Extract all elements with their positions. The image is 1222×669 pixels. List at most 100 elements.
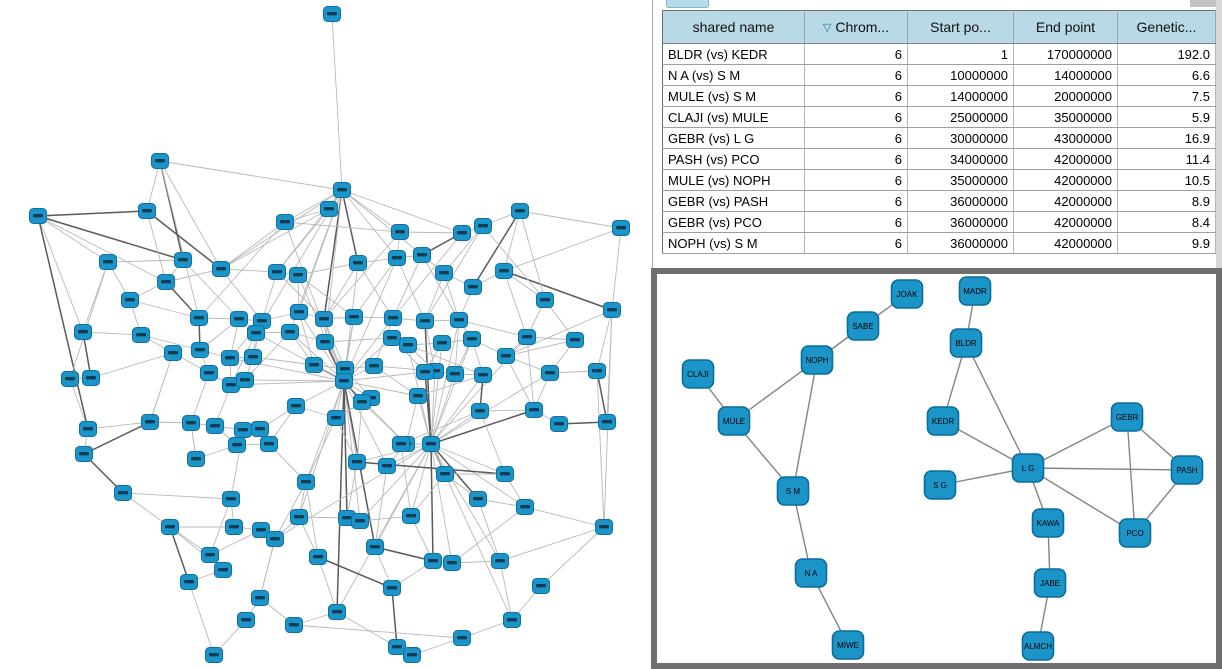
network-node[interactable] <box>228 437 246 453</box>
network-node[interactable] <box>603 302 621 318</box>
network-node[interactable] <box>497 348 515 364</box>
network-edge[interactable] <box>255 332 345 382</box>
network-node[interactable] <box>446 366 464 382</box>
network-node[interactable] <box>474 218 492 234</box>
network-node[interactable] <box>402 508 420 524</box>
table-row[interactable]: GEBR (vs) PCO 6 36000000 42000000 8.4 <box>662 211 1216 233</box>
table-row[interactable]: GEBR (vs) L G 6 30000000 43000000 16.9 <box>662 127 1216 149</box>
network-node[interactable] <box>251 421 269 437</box>
network-node[interactable] <box>190 310 208 326</box>
network-node[interactable] <box>132 327 150 343</box>
network-node[interactable]: ALMCH <box>1021 631 1055 661</box>
network-node[interactable] <box>333 182 351 198</box>
network-node[interactable] <box>403 647 421 663</box>
network-edge[interactable] <box>430 443 453 564</box>
network-node[interactable] <box>157 274 175 290</box>
network-node[interactable]: KEDR <box>926 406 960 436</box>
table-row[interactable]: N A (vs) S M 6 10000000 14000000 6.6 <box>662 64 1216 86</box>
network-node[interactable] <box>436 466 454 482</box>
network-node[interactable] <box>289 267 307 283</box>
network-edge[interactable] <box>323 189 343 320</box>
network-edge[interactable] <box>198 221 286 319</box>
network-node[interactable] <box>491 553 509 569</box>
network-edge[interactable] <box>37 215 109 263</box>
network-node[interactable] <box>138 203 156 219</box>
network-edge[interactable] <box>276 271 325 320</box>
network-node[interactable] <box>79 421 97 437</box>
network-edge[interactable] <box>341 189 398 259</box>
network-edge[interactable] <box>122 492 232 500</box>
network-edge[interactable] <box>965 342 1029 469</box>
network-node[interactable] <box>450 312 468 328</box>
network-edge[interactable] <box>305 417 337 483</box>
network-edge[interactable] <box>430 443 501 562</box>
vertical-scrollbar[interactable] <box>1216 0 1222 268</box>
network-edge[interactable] <box>392 254 423 319</box>
network-node[interactable] <box>541 365 559 381</box>
detail-network-canvas[interactable]: JOAK MADR SABE BLDR NOPH CLAJI MULE KEDR GEBR L G… <box>657 274 1216 663</box>
network-node[interactable] <box>566 332 584 348</box>
network-node[interactable]: JABE <box>1033 568 1067 598</box>
network-node[interactable] <box>348 454 366 470</box>
table-row[interactable]: MULE (vs) S M 6 14000000 20000000 7.5 <box>662 85 1216 107</box>
network-edge[interactable] <box>346 461 358 519</box>
network-node[interactable] <box>161 519 179 535</box>
network-node[interactable]: SABE <box>846 311 880 341</box>
network-edge[interactable] <box>37 215 89 430</box>
table-row[interactable]: GEBR (vs) PASH 6 36000000 42000000 8.9 <box>662 190 1216 212</box>
network-edge[interactable] <box>356 401 363 463</box>
network-edge[interactable] <box>472 210 521 288</box>
network-edge[interactable] <box>443 225 484 274</box>
network-edge[interactable] <box>336 443 432 613</box>
network-edge[interactable] <box>374 465 388 548</box>
network-edge[interactable] <box>424 320 432 445</box>
network-edge[interactable] <box>284 221 401 233</box>
network-edge[interactable] <box>430 370 436 445</box>
network-node[interactable] <box>237 612 255 628</box>
network-node[interactable] <box>305 357 323 373</box>
network-node[interactable] <box>598 414 616 430</box>
network-node[interactable] <box>503 612 521 628</box>
network-node[interactable] <box>180 574 198 590</box>
network-node[interactable] <box>164 345 182 361</box>
network-node[interactable] <box>114 485 132 501</box>
network-edge[interactable] <box>37 210 148 217</box>
network-edge[interactable] <box>324 337 393 343</box>
network-edge[interactable] <box>399 231 463 234</box>
network-node[interactable]: L G <box>1011 453 1045 483</box>
network-edge[interactable] <box>430 374 484 445</box>
network-edge[interactable] <box>479 410 506 475</box>
network-node[interactable]: JOAK <box>890 279 924 309</box>
network-edge[interactable] <box>430 342 443 445</box>
network-edge[interactable] <box>149 352 174 423</box>
column-header[interactable]: Genetic... <box>1117 10 1216 44</box>
network-edge[interactable] <box>230 332 257 386</box>
network-edge[interactable] <box>526 336 535 411</box>
network-edge[interactable] <box>261 271 278 322</box>
network-node[interactable] <box>251 590 269 606</box>
network-edge[interactable] <box>129 299 200 319</box>
column-header[interactable]: shared name <box>662 10 805 44</box>
network-node[interactable] <box>252 522 270 538</box>
network-edge[interactable] <box>344 316 355 370</box>
table-row[interactable]: CLAJI (vs) MULE 6 25000000 35000000 5.9 <box>662 106 1216 128</box>
network-node[interactable] <box>345 309 363 325</box>
network-edge[interactable] <box>499 526 605 562</box>
network-node[interactable] <box>550 416 568 432</box>
network-edge[interactable] <box>341 189 423 256</box>
network-edge[interactable] <box>596 309 613 372</box>
network-edge[interactable] <box>424 320 436 372</box>
network-node[interactable] <box>536 292 554 308</box>
network-node[interactable] <box>433 335 451 351</box>
network-node[interactable] <box>351 513 369 529</box>
network-edge[interactable] <box>82 331 142 336</box>
network-node[interactable] <box>464 279 482 295</box>
network-edge[interactable] <box>331 13 343 191</box>
network-node[interactable] <box>335 373 353 389</box>
network-edge[interactable] <box>792 359 818 492</box>
network-edge[interactable] <box>430 443 434 562</box>
network-edge[interactable] <box>317 556 338 613</box>
network-node[interactable]: CLAJI <box>681 359 715 389</box>
network-edge[interactable] <box>343 380 388 467</box>
network-edge[interactable] <box>596 370 605 528</box>
